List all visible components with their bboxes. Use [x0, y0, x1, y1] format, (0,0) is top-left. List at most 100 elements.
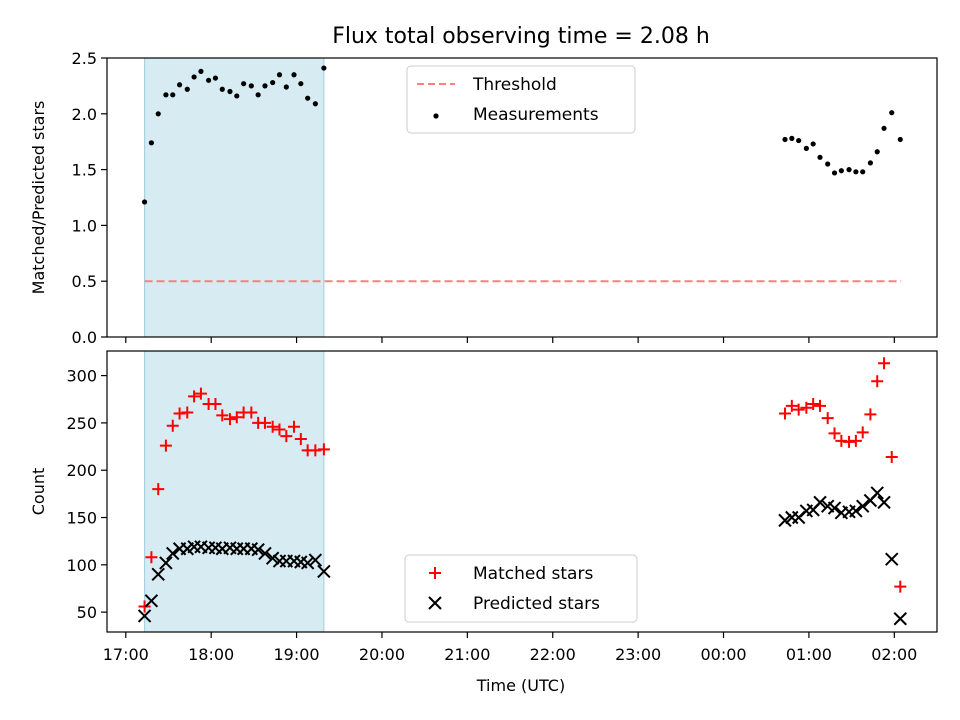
y-tick-label: 1.0 — [72, 216, 97, 235]
matched-stars-point — [280, 430, 293, 443]
matched-stars-point — [807, 397, 820, 410]
legend-predicted-swatch — [428, 596, 442, 610]
matched-stars-point — [792, 403, 805, 416]
predicted-stars-point — [265, 551, 280, 565]
measurements-point — [867, 160, 873, 166]
measurements-point — [789, 135, 795, 141]
matched-stars-point — [849, 434, 862, 447]
legend-measurements-label: Measurements — [473, 105, 599, 125]
measurements-point — [853, 169, 859, 175]
matched-stars-point — [800, 401, 813, 414]
measurements-point — [897, 136, 903, 143]
measurements-point — [817, 154, 823, 160]
predicted-stars-point — [877, 495, 891, 510]
matched-stars-point — [821, 412, 834, 425]
predicted-stars-point — [870, 486, 884, 500]
panel-ratio-ylabel: Matched/Predicted stars — [29, 101, 48, 295]
measurements-point — [184, 86, 190, 92]
measurements-point — [889, 110, 895, 116]
measurements-point — [283, 84, 289, 90]
measurements-point — [255, 92, 261, 98]
measurements-point — [141, 199, 148, 205]
predicted-stars-point — [144, 594, 159, 608]
legend-predicted-label: Predicted stars — [473, 594, 600, 614]
x-tick-label: 21:00 — [444, 645, 490, 664]
y-tick-label: 50 — [77, 603, 97, 622]
measurements-point — [276, 72, 283, 78]
measurements-point — [219, 86, 225, 92]
matched-stars-point — [230, 411, 243, 424]
panel-ratio-shade — [144, 58, 324, 337]
matched-stars-point — [152, 483, 165, 496]
measurements-point — [305, 95, 311, 101]
measurements-point — [321, 65, 327, 71]
y-tick-label: 2.0 — [72, 105, 97, 124]
measurements-point — [874, 149, 880, 155]
legend-matched-swatch — [429, 567, 441, 579]
x-tick-label: 01:00 — [786, 645, 832, 664]
chart-title: Flux total observing time = 2.08 h — [332, 24, 710, 49]
predicted-stars-point — [849, 504, 863, 518]
y-tick-label: 100 — [66, 556, 97, 575]
matched-stars-point — [814, 399, 827, 412]
matched-stars-point — [273, 423, 286, 436]
legend-threshold-label: Threshold — [472, 75, 557, 95]
measurements-point — [782, 136, 788, 143]
y-tick-label: 250 — [66, 414, 97, 433]
matched-stars-point — [216, 409, 229, 422]
matched-stars-point — [209, 397, 222, 410]
predicted-stars-point — [137, 609, 152, 623]
predicted-stars-point — [778, 513, 792, 528]
predicted-stars-point — [856, 499, 870, 513]
measurements-point — [148, 140, 155, 146]
measurements-point — [248, 83, 254, 89]
x-tick-label: 17:00 — [103, 645, 149, 664]
matched-stars-point — [871, 375, 884, 388]
measurements-point — [312, 101, 318, 107]
x-tick-label: 18:00 — [188, 645, 234, 664]
measurements-point — [206, 77, 212, 83]
predicted-stars-point — [166, 546, 180, 561]
predicted-stars-point — [251, 542, 265, 557]
x-tick-label: 02:00 — [871, 645, 917, 664]
matched-stars-point — [828, 427, 841, 440]
x-axis-label: Time (UTC) — [476, 676, 565, 695]
legend-counts: Matched stars Predicted stars — [404, 554, 638, 623]
panel-counts-frame — [106, 350, 938, 633]
measurements-point — [831, 170, 838, 176]
predicted-stars-point — [827, 501, 842, 515]
matched-stars-point — [245, 406, 258, 419]
measurements-point — [170, 92, 176, 98]
y-tick-label: 150 — [66, 509, 97, 528]
measurements-point — [163, 92, 169, 98]
matched-stars-point — [878, 357, 891, 370]
measurements-point — [825, 161, 831, 167]
x-tick-label: 23:00 — [615, 645, 661, 664]
predicted-stars-point — [300, 556, 315, 570]
y-tick-label: 0.5 — [72, 272, 97, 291]
matched-stars-point — [258, 416, 271, 429]
matched-stars-point — [223, 413, 236, 426]
legend-matched-label: Matched stars — [473, 564, 593, 584]
measurements-point — [155, 111, 161, 117]
measurements-point — [234, 93, 240, 99]
matched-stars-point — [288, 420, 301, 433]
predicted-stars-point — [317, 564, 331, 579]
measurements-point — [241, 81, 247, 87]
measurements-point — [191, 74, 197, 80]
matched-stars-point — [785, 399, 798, 412]
panel-counts-shade — [144, 351, 324, 632]
matched-stars-point — [188, 390, 201, 403]
y-tick-label: 2.5 — [72, 49, 97, 68]
matched-stars-point — [181, 406, 194, 419]
x-tick-label: 22:00 — [530, 645, 576, 664]
measurements-point — [796, 137, 802, 144]
measurements-point — [803, 145, 809, 151]
predicted-stars-point — [151, 567, 165, 581]
matched-stars-point — [159, 439, 172, 452]
matched-stars-point — [317, 443, 330, 456]
measurements-point — [176, 82, 183, 88]
predicted-stars-point — [308, 553, 323, 567]
measurements-point — [227, 88, 233, 95]
